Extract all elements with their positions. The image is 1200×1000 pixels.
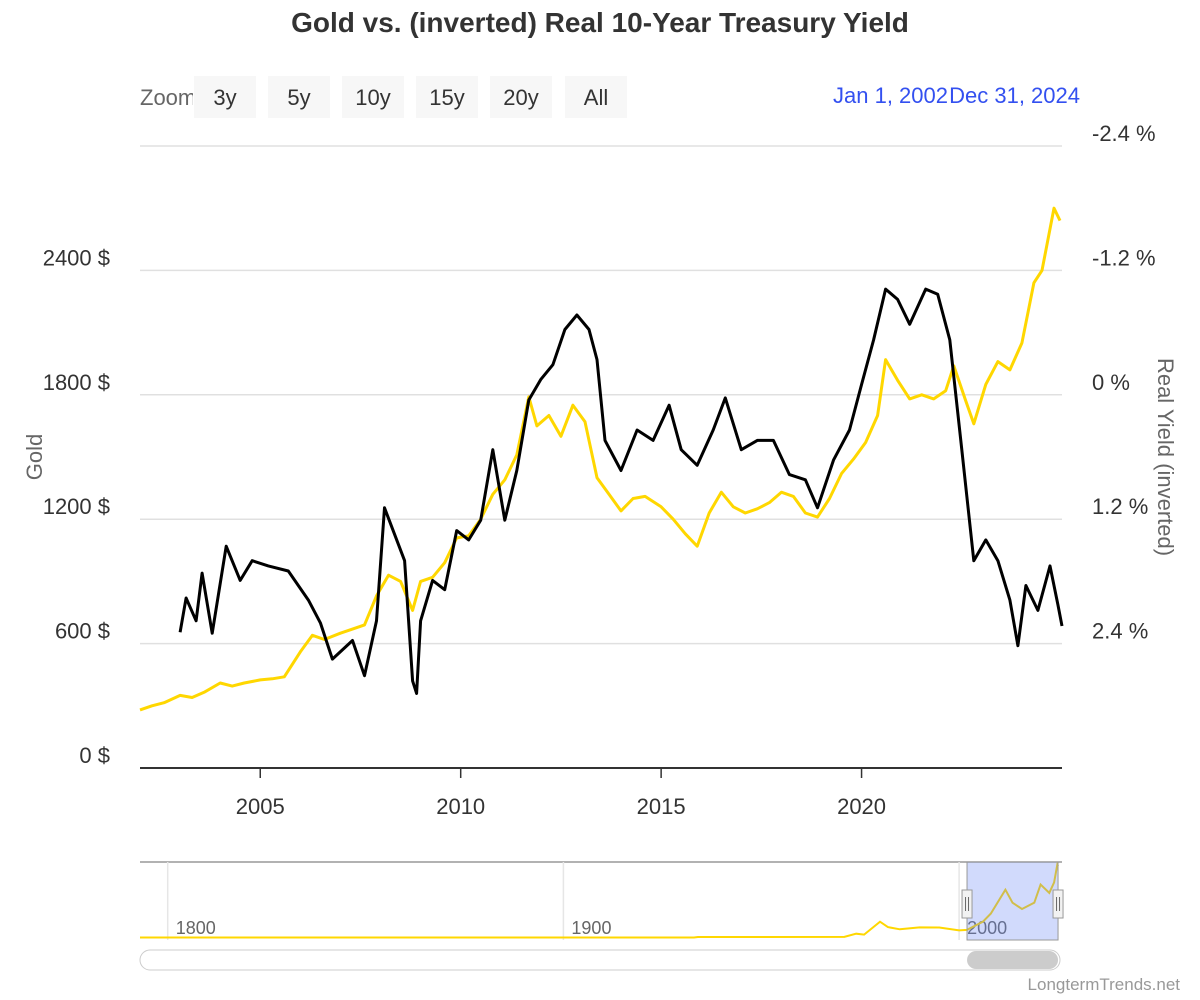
series-line [139,206,1062,712]
y2-tick-label: -2.4 % [1092,121,1156,146]
range-buttons: 3y 5y 10y 15y 20y All [194,76,627,118]
x-tick-label: 2010 [436,794,485,819]
y-tick-label: 0 $ [79,743,110,768]
x-tick-label: 2005 [236,794,285,819]
y-tick-label: 1800 $ [43,370,110,395]
zoom-button[interactable] [194,76,256,118]
zoom-button-label: 10y [355,85,390,110]
navigator-handle[interactable] [961,889,973,919]
x-tick-label: 2015 [637,794,686,819]
zoom-button-label: All [584,85,608,110]
y2-tick-label: 0 % [1092,370,1130,395]
navigator-tick-label: 1800 [176,918,216,938]
zoom-button-label: 15y [429,85,464,110]
y2-tick-label: 2.4 % [1092,619,1148,644]
y2-axis-title: Real Yield (inverted) [1153,358,1178,556]
navigator-mask[interactable] [966,861,1059,941]
zoom-button[interactable] [565,76,627,118]
zoom-button[interactable] [268,76,330,118]
y2-tick-label: 1.2 % [1092,494,1148,519]
zoom-button-label: 5y [287,85,310,110]
navigator-handle[interactable] [1052,889,1064,919]
chart-title: Gold vs. (inverted) Real 10-Year Treasur… [291,7,909,38]
scrollbar-track[interactable] [139,949,1061,971]
y-tick-label: 1200 $ [43,494,110,519]
navigator-tick-label: 2000 [967,918,1007,938]
y-tick-label: 2400 $ [43,245,110,270]
series-line [178,287,1064,695]
zoom-button[interactable] [490,76,552,118]
date-to[interactable]: Dec 31, 2024 [949,83,1080,108]
zoom-label: Zoom [140,85,196,110]
scrollbar-thumb[interactable] [967,951,1059,969]
date-from[interactable]: Jan 1, 2002 [833,83,948,108]
x-tick-label: 2020 [837,794,886,819]
navigator-tick-label: 1900 [571,918,611,938]
y-axis-title: Gold [22,434,47,480]
zoom-button-label: 3y [213,85,236,110]
y2-tick-label: -1.2 % [1092,245,1156,270]
zoom-button-label: 20y [503,85,538,110]
navigator-line [140,861,1059,939]
zoom-button[interactable] [416,76,478,118]
y-tick-label: 600 $ [55,619,110,644]
credits[interactable]: LongtermTrends.net [1028,975,1181,994]
zoom-button[interactable] [342,76,404,118]
